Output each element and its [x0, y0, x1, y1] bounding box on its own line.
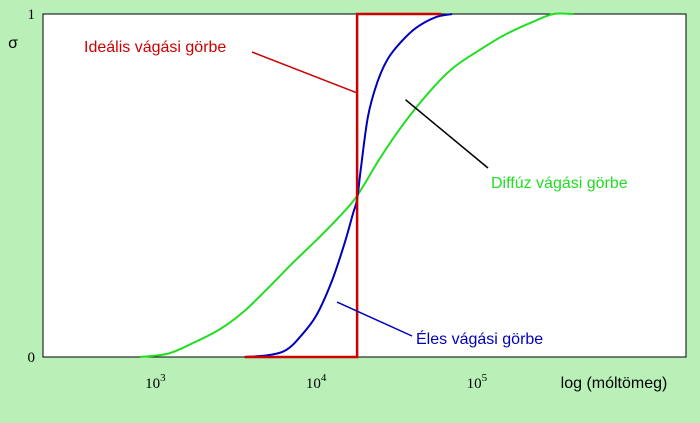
x-axis-label: log (móltömeg) — [561, 375, 668, 392]
annotation-sharp-label: Éles vágási görbe — [416, 329, 543, 348]
y-axis-label: σ — [8, 35, 18, 52]
annotation-ideal-label: Ideális vágási görbe — [84, 39, 226, 56]
x-tick-label: 104 — [306, 372, 327, 392]
x-tick-label: 105 — [467, 372, 488, 392]
y-tick-label: 1 — [28, 7, 36, 23]
series-ideal-cut-curve — [244, 12, 442, 359]
y-tick-label: 0 — [28, 350, 36, 366]
annotation-diffuse-leader — [405, 99, 489, 169]
annotation-diffuse-label: Diffúz vágási görbe — [491, 175, 628, 192]
annotation-ideal-leader — [251, 51, 358, 94]
annotation-sharp-leader — [336, 301, 413, 337]
x-tick-label: 103 — [145, 372, 166, 392]
